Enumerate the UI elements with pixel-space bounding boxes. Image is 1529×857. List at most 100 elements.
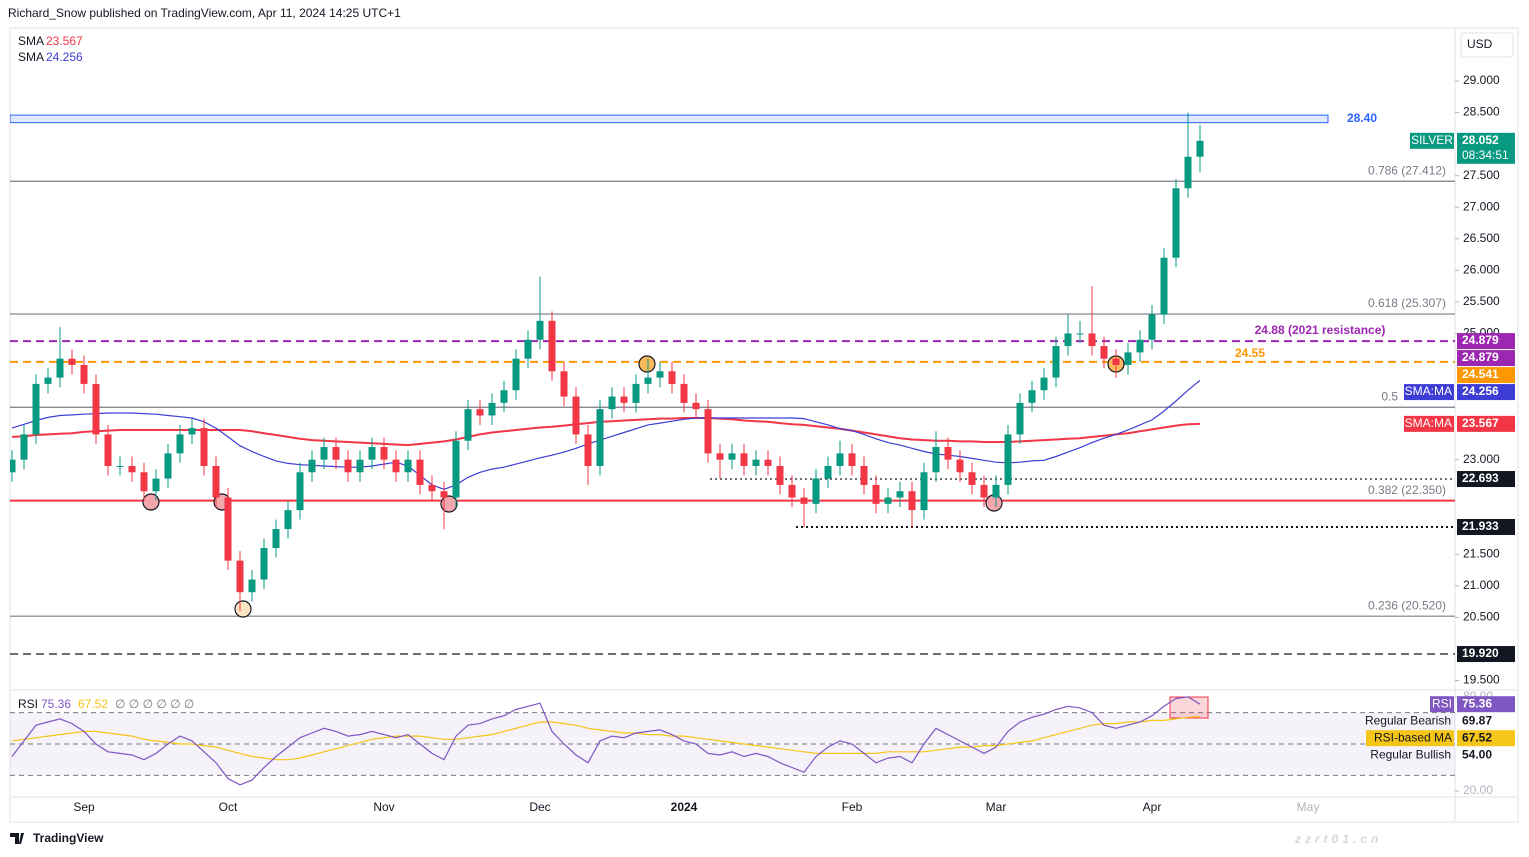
tag-value: 24.541: [1462, 367, 1499, 381]
candle-body: [428, 484, 436, 492]
pivot-marker: [440, 495, 458, 513]
candle-body: [944, 447, 952, 460]
publisher: Richard_Snow published on TradingView.co…: [8, 6, 401, 20]
level-label: 28.40: [1347, 111, 1377, 125]
candle-body: [464, 409, 472, 441]
countdown-label: 08:34:51: [1462, 148, 1509, 162]
candle-body: [104, 434, 112, 466]
y-tick-label: 26.000: [1463, 263, 1500, 277]
brand: TradingView: [33, 831, 104, 845]
candle-body: [932, 447, 940, 473]
candle-body: [812, 478, 820, 504]
tag-value: 54.00: [1462, 747, 1492, 761]
candle-body: [788, 484, 796, 498]
y-tick-label: 23.000: [1463, 452, 1500, 466]
level-label: 24.55: [1235, 346, 1265, 360]
tag-value: 19.920: [1462, 646, 1499, 660]
divergence-box: [1169, 696, 1209, 719]
tag-name-box: [1404, 415, 1454, 432]
candle-body: [512, 358, 520, 391]
candle-body: [968, 472, 976, 485]
candle-body: [308, 459, 316, 473]
candle-body: [260, 548, 268, 580]
symbol-tag: [1410, 132, 1454, 149]
x-tick-label: Mar: [986, 800, 1007, 814]
y-tick-label: 29.000: [1463, 73, 1500, 87]
candle-body: [44, 377, 52, 384]
candle-body: [56, 358, 64, 378]
level-label: 0.786 (27.412): [1368, 163, 1446, 177]
legend-value: 23.567: [46, 34, 83, 48]
level-label: 0.236 (20.520): [1368, 598, 1446, 612]
candle-body: [980, 484, 988, 498]
rsi-y-tick-label: 20.00: [1463, 783, 1493, 797]
candle-body: [764, 459, 772, 466]
candle-body: [200, 428, 208, 466]
pivot-marker: [638, 355, 656, 373]
candle-body: [296, 472, 304, 511]
candle-body: [164, 453, 172, 479]
tag-value: 67.52: [1462, 730, 1492, 744]
candle-body: [800, 497, 808, 504]
candle-body: [548, 320, 556, 372]
candle-body: [404, 459, 412, 473]
candle-body: [368, 447, 376, 460]
tag-value: 23.567: [1462, 416, 1499, 430]
y-tick-label: 21.500: [1463, 546, 1500, 560]
tag-box: [1457, 367, 1515, 384]
candle-body: [188, 428, 196, 435]
tag-box: [1457, 696, 1515, 713]
level-label: 0.382 (22.350): [1368, 483, 1446, 497]
candle-body: [1196, 140, 1204, 157]
candle-body: [776, 465, 784, 485]
tag-box: [1457, 646, 1515, 663]
tag-name-box: [1430, 696, 1454, 713]
tag-name: RSI: [1432, 696, 1452, 710]
level-label: 0.5: [1381, 389, 1398, 403]
candle-body: [1148, 314, 1156, 340]
candle-body: [128, 465, 136, 473]
candle-body: [860, 465, 868, 485]
candle-body: [32, 383, 40, 435]
candle-body: [1064, 333, 1072, 347]
pivot-marker: [142, 493, 160, 511]
rsi-legend-title: RSI: [18, 697, 38, 711]
tag-name: SMA:MA: [1405, 416, 1452, 430]
candle-body: [416, 459, 424, 485]
x-tick-label: Oct: [219, 800, 238, 814]
candle-body: [596, 409, 604, 466]
y-tick-label: 21.000: [1463, 578, 1500, 592]
frame: [9, 27, 1519, 823]
tag-box: [1457, 333, 1515, 350]
candle-body: [116, 465, 124, 467]
candle-body: [488, 402, 496, 416]
y-tick-label: 27.500: [1463, 168, 1500, 182]
price-tag: [1457, 132, 1515, 164]
tag-box: [1457, 730, 1515, 747]
currency-box[interactable]: [1460, 32, 1514, 58]
zone: [10, 114, 1329, 124]
candle-body: [692, 402, 700, 410]
candle-body: [920, 472, 928, 511]
pivot-marker: [234, 600, 252, 618]
x-tick-label: Nov: [373, 800, 394, 814]
candle-body: [536, 320, 544, 340]
candle-body: [1136, 339, 1144, 353]
rsi-line: [11, 715, 1201, 761]
legend-name: SMA: [18, 34, 44, 48]
candle-body: [608, 396, 616, 410]
currency: USD: [1467, 37, 1493, 51]
tag-name-box: [1404, 384, 1454, 401]
candle-body: [452, 440, 460, 498]
rsi-line: [11, 696, 1201, 786]
candle-body: [212, 465, 220, 498]
legend-name: SMA: [18, 50, 44, 64]
candle-body: [1112, 358, 1120, 365]
rsi-legend-value: 67.52: [78, 697, 108, 711]
candle-body: [572, 396, 580, 435]
tag-name: SMA:MA: [1405, 384, 1452, 398]
x-tick-label: Apr: [1143, 800, 1162, 814]
candle-body: [752, 459, 760, 466]
candle-body: [500, 390, 508, 403]
